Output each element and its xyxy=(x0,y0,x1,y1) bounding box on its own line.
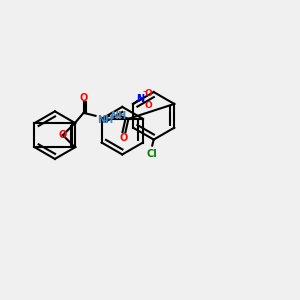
Text: -: - xyxy=(142,86,146,96)
Text: O: O xyxy=(80,93,88,103)
Text: Cl: Cl xyxy=(147,148,158,158)
Text: O: O xyxy=(59,130,67,140)
Text: N: N xyxy=(136,94,145,104)
Text: O: O xyxy=(144,101,152,110)
Text: NH: NH xyxy=(111,111,127,121)
Text: NH: NH xyxy=(97,115,113,125)
Text: +: + xyxy=(136,94,143,103)
Text: O: O xyxy=(144,89,152,98)
Text: O: O xyxy=(120,133,128,143)
